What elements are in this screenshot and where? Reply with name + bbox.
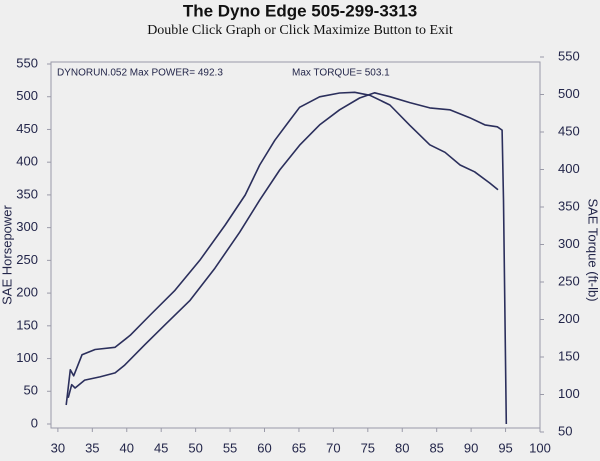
y2-tick-label: 200	[558, 311, 580, 326]
y-tick-label: 400	[16, 154, 38, 169]
x-tick-label: 65	[292, 440, 306, 455]
x-tick-label: 80	[395, 440, 409, 455]
x-tick-label: 55	[223, 440, 237, 455]
y-tick-label: 500	[16, 88, 38, 103]
chart-subtitle: Double Click Graph or Click Maximize But…	[147, 23, 453, 38]
line-series	[67, 92, 508, 425]
x-tick-label: 85	[429, 440, 443, 455]
x-tick-label: 40	[120, 440, 134, 455]
y2-tick-label: 350	[558, 198, 580, 213]
y-tick-label: 150	[16, 317, 38, 332]
y-tick-label: 250	[16, 252, 38, 267]
x-tick-label: 35	[85, 440, 99, 455]
y2-tick-label: 450	[558, 123, 580, 138]
y-tick-label: 300	[16, 219, 38, 234]
annotation: DYNORUN.052 Max POWER= 492.3	[57, 68, 223, 79]
x-tick-label: 45	[154, 440, 168, 455]
y2-tick-label: 300	[558, 236, 580, 251]
x-tick-label: 100	[529, 440, 551, 455]
y-tick-label: 550	[16, 55, 38, 70]
y-tick-label: 350	[16, 186, 38, 201]
y2-axis-label: SAE Torque (ft-lb)	[586, 198, 600, 301]
x-tick-label: 90	[464, 440, 478, 455]
y2-tick-label: 400	[558, 161, 580, 176]
annotation: Max TORQUE= 503.1	[292, 68, 390, 79]
y2-tick-label: 500	[558, 86, 580, 101]
y-tick-label: 450	[16, 121, 38, 136]
x-tick-label: 30	[51, 440, 65, 455]
y-tick-label: 50	[24, 383, 38, 398]
chart-title: The Dyno Edge 505-299-3313	[183, 1, 417, 20]
y-tick-label: 200	[16, 285, 38, 300]
x-tick-label: 95	[498, 440, 512, 455]
x-tick-label: 60	[257, 440, 271, 455]
y2-tick-label: 100	[558, 386, 580, 401]
y2-tick-label: 150	[558, 348, 580, 363]
y-tick-label: 100	[16, 350, 38, 365]
x-tick-label: 75	[361, 440, 375, 455]
x-tick-label: 70	[326, 440, 340, 455]
x-tick-label: 50	[188, 440, 202, 455]
line-series	[65, 91, 499, 406]
y2-tick-label: 250	[558, 273, 580, 288]
y2-tick-label: 50	[558, 423, 572, 438]
y-axis-label: SAE Horsepower	[0, 204, 14, 304]
y2-tick-label: 550	[558, 48, 580, 63]
y-tick-label: 0	[31, 415, 38, 430]
